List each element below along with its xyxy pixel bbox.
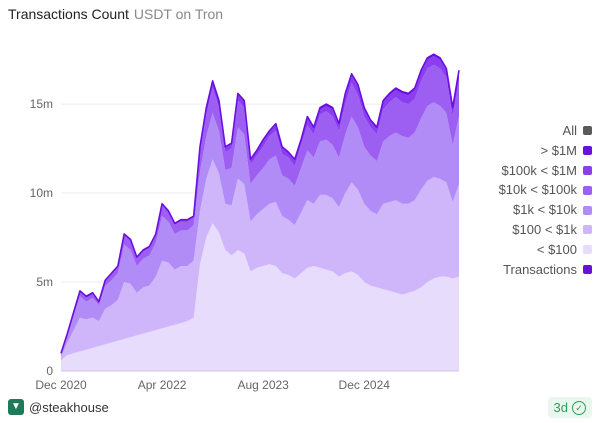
legend-swatch	[583, 205, 592, 215]
legend-item[interactable]: All	[499, 121, 592, 141]
legend-item[interactable]: $100k < $1M	[499, 161, 592, 181]
x-tick-label: Apr 2022	[138, 378, 187, 392]
check-circle-icon: ✓	[572, 400, 586, 415]
legend-swatch	[583, 185, 592, 195]
x-tick-label: Aug 2023	[237, 378, 289, 392]
legend-item[interactable]: > $1M	[499, 141, 592, 161]
legend: All > $1M $100k < $1M $10k < $100k $1k < $10…	[499, 121, 592, 279]
legend-swatch	[583, 245, 592, 255]
steakhouse-logo-icon: ▼	[8, 399, 24, 415]
legend-swatch	[583, 126, 592, 136]
legend-label: Transactions	[503, 261, 577, 277]
legend-label: All	[562, 123, 577, 138]
legend-item[interactable]: $10k < $100k	[499, 180, 592, 200]
author-link[interactable]: @steakhouse	[29, 400, 109, 415]
y-tick-label: 0	[46, 364, 53, 378]
legend-item[interactable]: Transactions	[499, 260, 592, 280]
area-series-0	[61, 223, 459, 371]
legend-label: $100 < $1k	[512, 221, 577, 237]
area-series-4	[61, 56, 459, 354]
area-series-1	[61, 159, 459, 361]
area-series-3	[61, 64, 459, 355]
legend-label: $1k < $10k	[513, 202, 577, 218]
legend-label: < $100	[536, 241, 577, 257]
legend-swatch	[583, 146, 592, 156]
chart-subtitle: USDT on Tron	[133, 6, 224, 22]
chart-title-bar: Transactions Count USDT on Tron	[8, 6, 223, 22]
legend-swatch	[583, 225, 592, 235]
chart-title: Transactions Count	[8, 6, 129, 22]
legend-label: $10k < $100k	[498, 182, 577, 198]
legend-item[interactable]: $100 < $1k	[499, 220, 592, 240]
freshness-badge[interactable]: 3d ✓	[547, 397, 592, 418]
y-tick-label: 5m	[36, 275, 53, 289]
x-tick-label: Dec 2020	[35, 378, 87, 392]
transactions-line	[60, 53, 460, 354]
area-series-2	[61, 102, 459, 357]
x-tick-label: Dec 2024	[339, 378, 391, 392]
legend-label: > $1M	[540, 142, 578, 158]
legend-swatch	[583, 264, 592, 274]
y-tick-label: 10m	[30, 186, 53, 200]
freshness-label: 3d	[553, 400, 568, 415]
legend-label: $100k < $1M	[501, 162, 577, 178]
legend-swatch	[583, 165, 592, 175]
y-tick-label: 15m	[30, 97, 53, 111]
legend-item[interactable]: < $100	[499, 240, 592, 260]
legend-item[interactable]: $1k < $10k	[499, 200, 592, 220]
